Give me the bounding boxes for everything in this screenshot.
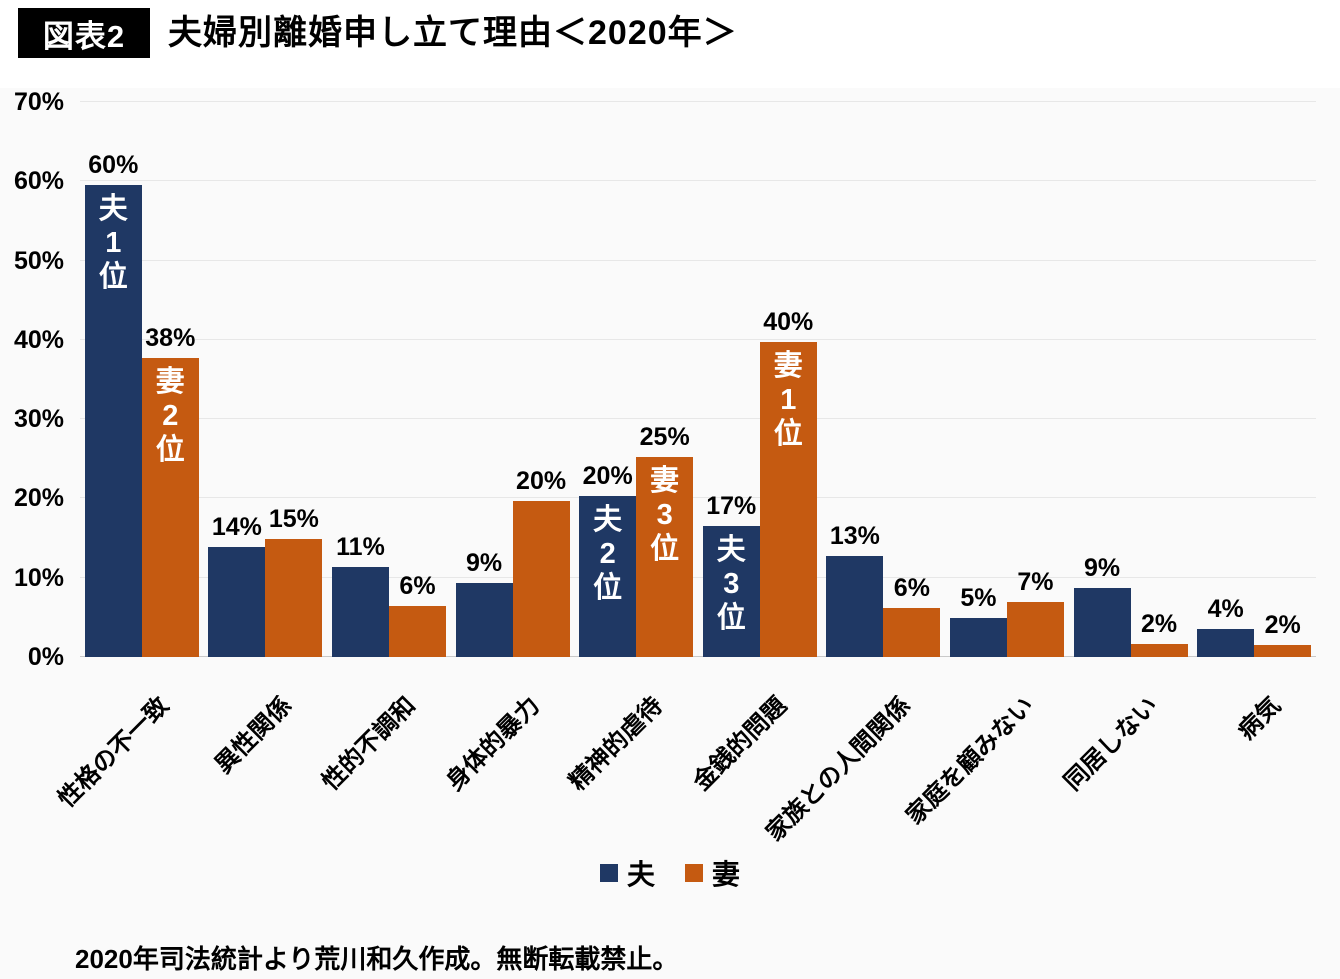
gridline	[80, 338, 1316, 340]
chart-panel: 0% 10% 20% 30% 40% 50% 60% 70% 60% 夫 1 位 38% 妻 2 位 14% 15…	[0, 88, 1340, 979]
gridline	[80, 497, 1316, 499]
bar-value-label: 20%	[582, 462, 633, 490]
y-tick-label: 0%	[27, 643, 64, 671]
bar-wife: 40% 妻 1 位	[759, 308, 817, 657]
bar-wife: 15%	[265, 505, 323, 657]
y-tick-label: 20%	[13, 484, 64, 513]
bar-husband: 9%	[455, 549, 513, 657]
bar-husband: 5%	[949, 584, 1007, 657]
bar-group: 17% 夫 3 位 40% 妻 1 位	[698, 308, 822, 657]
x-axis-label: 家庭を顧みない	[901, 691, 1040, 830]
gridline	[80, 576, 1316, 578]
gridline	[80, 180, 1316, 182]
x-axis-label: 金銭的問題	[687, 691, 792, 796]
bar-value-label: 14%	[211, 512, 262, 541]
bar-value-label: 13%	[829, 522, 880, 551]
bar-value-label: 2%	[1140, 609, 1178, 638]
x-axis-label: 性的不調和	[317, 691, 422, 796]
page-title: 夫婦別離婚申し立て理由＜2020年＞	[168, 14, 738, 52]
bar-group: 9% 2%	[1069, 554, 1193, 657]
y-tick-label: 70%	[13, 88, 64, 116]
x-axis-label: 異性関係	[210, 691, 298, 779]
bar-value-label: 38%	[145, 324, 196, 353]
y-tick-label: 50%	[13, 246, 64, 275]
bar-value-label: 4%	[1207, 594, 1244, 623]
x-axis-label: 性格の不一致	[52, 691, 174, 813]
bar-wife: 6%	[388, 572, 446, 657]
bar-value-label: 20%	[516, 466, 567, 495]
bar-husband: 9%	[1073, 554, 1131, 657]
bar-husband: 20% 夫 2 位	[579, 462, 637, 657]
bar-value-label: 5%	[960, 584, 997, 613]
bar-group: 60% 夫 1 位 38% 妻 2 位	[80, 151, 204, 657]
y-tick-label: 40%	[13, 325, 64, 354]
bar-group: 4% 2%	[1192, 595, 1316, 657]
bar-wife: 25% 妻 3 位	[636, 423, 694, 657]
gridline	[80, 418, 1316, 420]
bar-wife: 7%	[1006, 568, 1064, 657]
plot-area: 0% 10% 20% 30% 40% 50% 60% 70% 60% 夫 1 位 38% 妻 2 位 14% 15…	[14, 88, 1316, 671]
bar-wife: 6%	[883, 574, 941, 657]
bar-husband: 13%	[826, 522, 884, 657]
bar-husband: 11%	[331, 533, 389, 657]
bar-value-label: 17%	[706, 492, 757, 521]
x-axis-label: 身体的暴力	[440, 691, 545, 796]
bar-group: 14% 15%	[204, 505, 328, 657]
bars-container: 60% 夫 1 位 38% 妻 2 位 14% 15% 11% 6% 9% 20% 20% 夫 2 位 25% 妻 3 位…	[80, 102, 1316, 657]
bar-value-label: 60%	[88, 150, 139, 179]
legend-label: 夫	[626, 859, 655, 890]
y-tick-label: 60%	[13, 167, 64, 196]
bar-value-label: 15%	[268, 504, 319, 533]
bar-group: 13% 6%	[822, 522, 946, 657]
bar-group: 9% 20%	[451, 467, 575, 657]
gridline	[80, 101, 1316, 102]
legend-item: 夫	[599, 853, 655, 893]
bar-group: 5% 7%	[945, 568, 1069, 657]
figure-number-badge: 図表2	[18, 8, 150, 58]
legend: 夫妻	[0, 853, 1340, 893]
bar-wife: 2%	[1254, 611, 1312, 657]
bar-group: 11% 6%	[327, 533, 451, 657]
gridline	[80, 656, 1316, 657]
bar-value-label: 9%	[466, 549, 503, 578]
y-tick-label: 10%	[13, 563, 64, 592]
bar-husband: 17% 夫 3 位	[702, 492, 760, 657]
x-axis-labels: 性格の不一致 異性関係 性的不調和 身体的暴力 精神的虐待 金銭的問題 家族との人間関係 家庭…	[53, 657, 1316, 853]
bar-group: 20% 夫 2 位 25% 妻 3 位	[574, 423, 698, 657]
bar-value-label: 11%	[336, 533, 385, 562]
y-tick-label: 30%	[13, 405, 64, 434]
bar-value-label: 25%	[639, 423, 690, 452]
bar-value-label: 6%	[399, 571, 436, 600]
bar-value-label: 2%	[1264, 611, 1301, 640]
bar-value-label: 6%	[893, 573, 930, 602]
gridline	[80, 259, 1316, 261]
bar-husband: 14%	[208, 513, 266, 657]
bar-value-label: 40%	[763, 308, 814, 337]
legend-item: 妻	[685, 853, 740, 893]
legend-label: 妻	[712, 859, 741, 890]
bar-value-label: 7%	[1017, 568, 1054, 597]
bar-value-label: 9%	[1083, 554, 1121, 582]
x-axis-label: 精神的虐待	[564, 691, 669, 796]
bar-wife: 20%	[512, 467, 570, 657]
bar-husband: 4%	[1197, 595, 1255, 657]
legend-swatch	[599, 864, 618, 882]
bar-wife: 2%	[1130, 610, 1188, 657]
x-axis-label: 病気	[1233, 691, 1287, 745]
bar-husband: 60% 夫 1 位	[84, 151, 142, 657]
header: 図表2 夫婦別離婚申し立て理由＜2020年＞	[0, 0, 1340, 88]
bar-wife: 38% 妻 2 位	[141, 324, 199, 657]
x-axis-label: 同居しない	[1058, 691, 1163, 796]
source-note: 2020年司法統計より荒川和久作成。無断転載禁止。	[75, 944, 679, 974]
legend-swatch	[685, 864, 703, 882]
